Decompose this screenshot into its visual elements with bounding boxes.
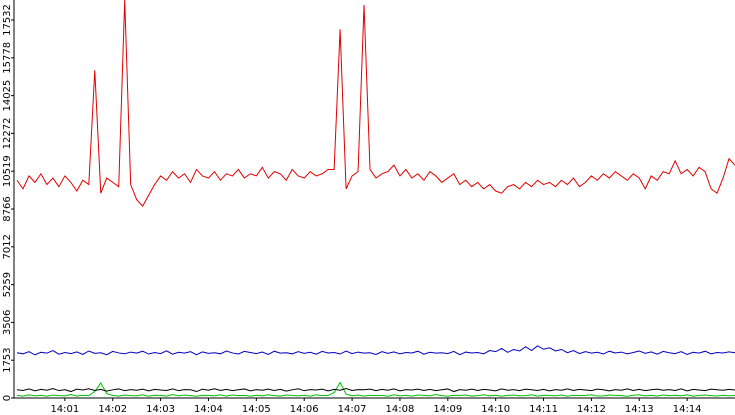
y-tick-label: 3506 [2,310,13,335]
x-tick-label: 14:11 [529,404,558,415]
y-tick-label: 14025 [2,80,13,112]
y-tick-label: 17532 [2,4,13,36]
x-tick-label: 14:12 [577,404,606,415]
x-tick-label: 14:03 [146,404,175,415]
y-tick-label: 12272 [2,118,13,150]
y-tick-label: 8766 [2,196,13,221]
x-tick-label: 14:13 [625,404,654,415]
x-tick-label: 14:02 [98,404,127,415]
series-line [16,381,735,397]
series-line [16,345,735,356]
x-tick-label: 14:14 [673,404,702,415]
y-tick-label: 7012 [2,234,13,259]
x-tick-label: 14:01 [50,404,79,415]
y-tick-label: 1753 [2,347,13,372]
x-tick-label: 14:10 [481,404,510,415]
x-tick-label: 14:08 [386,404,415,415]
x-tick-label: 14:04 [194,404,223,415]
y-tick-label: 10519 [2,155,13,187]
y-tick-label: 15778 [2,42,13,74]
y-tick-label: 5259 [2,272,13,297]
series-line [16,387,735,393]
series-line [16,0,735,207]
x-tick-label: 14:09 [433,404,462,415]
x-tick-label: 14:06 [290,404,319,415]
x-tick-label: 14:07 [338,404,367,415]
x-tick-label: 14:05 [242,404,271,415]
y-tick-label: 0 [2,395,13,401]
